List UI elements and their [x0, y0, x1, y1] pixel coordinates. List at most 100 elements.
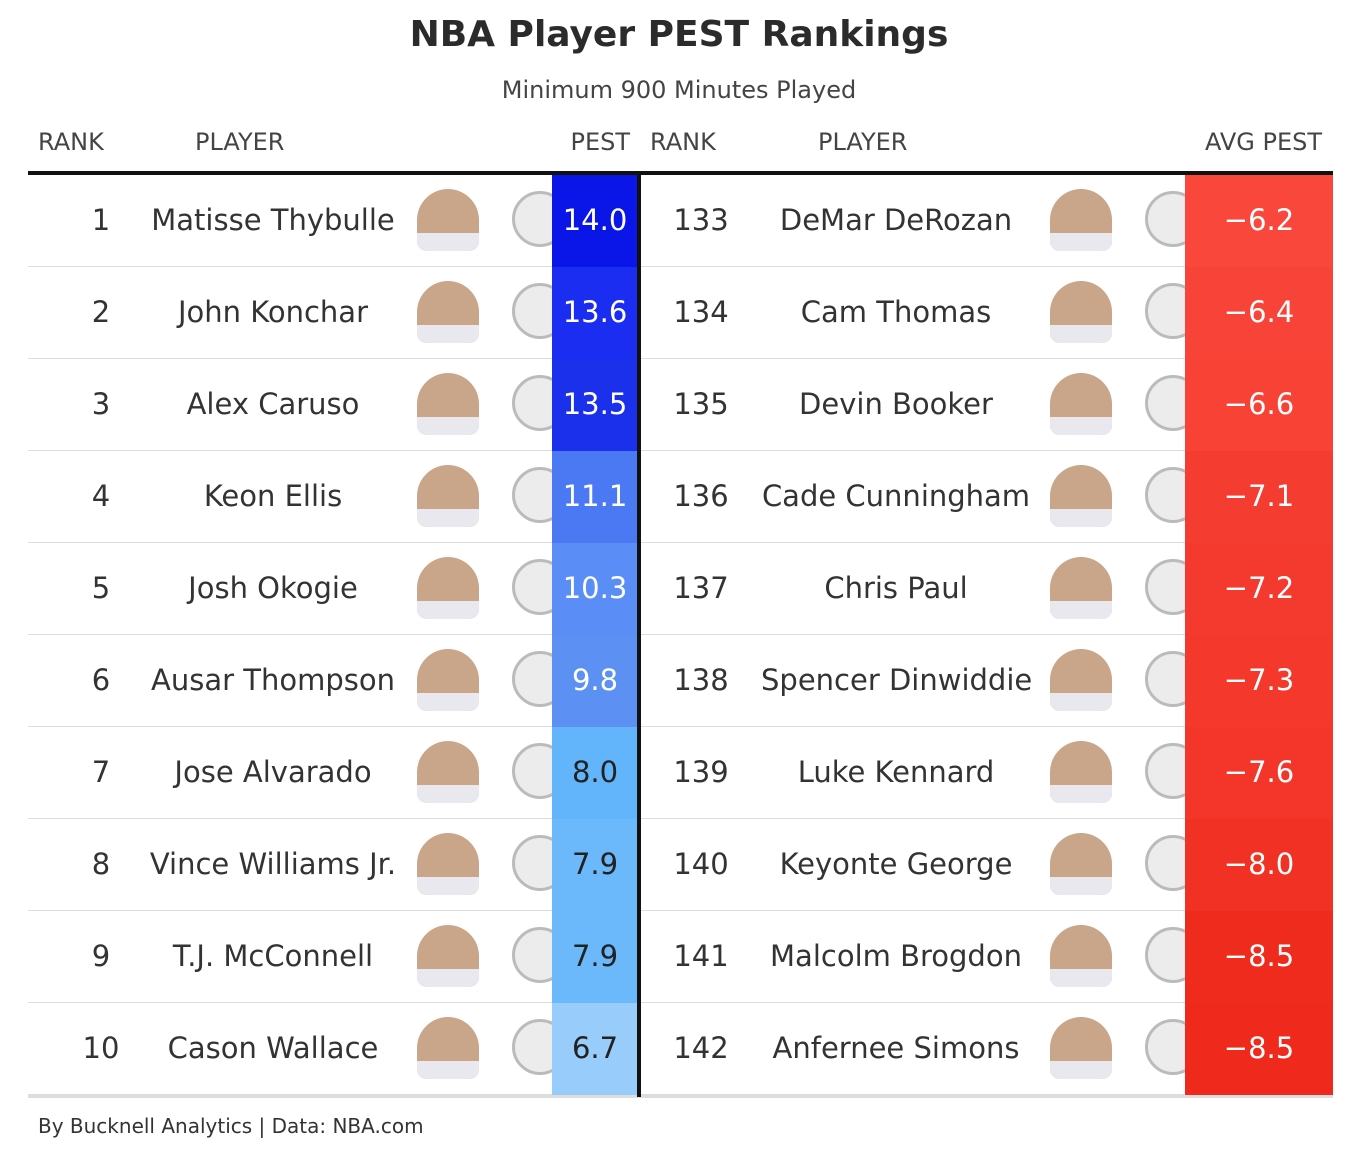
player-name: Vince Williams Jr.	[149, 847, 397, 881]
table-row: 10 Cason Wallace 6.7 142 Anfernee Simons −8.5	[28, 1003, 1333, 1095]
rank: 142	[673, 1031, 729, 1065]
player-photo	[1050, 925, 1112, 987]
player-name: Keyonte George	[779, 847, 1013, 881]
rank: 10	[82, 1031, 120, 1065]
player-photo	[1050, 373, 1112, 435]
table-row: 2 John Konchar 13.6 134 Cam Thomas −6.4	[28, 267, 1333, 359]
rank: 137	[673, 571, 729, 605]
subtitle: Minimum 900 Minutes Played	[501, 76, 857, 104]
rank: 139	[673, 755, 729, 789]
table-row: 4 Keon Ellis 11.1 136 Cade Cunningham −7.1	[28, 451, 1333, 543]
player-name: Cade Cunningham	[761, 479, 1031, 513]
player-photo	[1050, 557, 1112, 619]
pest-value: 8.0	[552, 727, 638, 819]
rank: 8	[91, 847, 111, 881]
rank: 140	[673, 847, 729, 881]
rank: 136	[673, 479, 729, 513]
pest-value: 7.9	[552, 819, 638, 911]
player-photo	[1050, 833, 1112, 895]
player-photo	[417, 281, 479, 343]
player-photo	[1050, 1017, 1112, 1079]
player-name: Chris Paul	[824, 571, 968, 605]
player-photo	[417, 741, 479, 803]
pest-value: −6.2	[1185, 175, 1333, 267]
pest-value: 13.6	[552, 267, 638, 359]
pest-value: −7.2	[1185, 543, 1333, 635]
divider	[637, 175, 641, 1097]
pest-value: −6.4	[1185, 267, 1333, 359]
column-header: PLAYER	[818, 128, 908, 156]
pest-value: −7.3	[1185, 635, 1333, 727]
player-photo	[417, 465, 479, 527]
player-photo	[1050, 465, 1112, 527]
rank: 1	[91, 203, 111, 237]
column-header: RANK	[38, 128, 104, 156]
rank: 138	[673, 663, 729, 697]
pest-value: 9.8	[552, 635, 638, 727]
player-name: John Konchar	[178, 295, 368, 329]
player-name: Cason Wallace	[167, 1031, 379, 1065]
player-name: Luke Kennard	[797, 755, 995, 789]
player-photo	[417, 373, 479, 435]
player-name: Ausar Thompson	[151, 663, 395, 697]
table-row: 6 Ausar Thompson 9.8 138 Spencer Dinwiddie −7…	[28, 635, 1333, 727]
player-name: Cam Thomas	[800, 295, 992, 329]
rank: 6	[91, 663, 111, 697]
table-row: 1 Matisse Thybulle 14.0 133 DeMar DeRozan −6.…	[28, 175, 1333, 267]
rank: 133	[673, 203, 729, 237]
player-photo	[1050, 281, 1112, 343]
player-photo	[1050, 189, 1112, 251]
pest-value: −7.1	[1185, 451, 1333, 543]
rank: 2	[91, 295, 111, 329]
rank: 134	[673, 295, 729, 329]
bottom-rule	[28, 1095, 1333, 1098]
header-rule	[28, 171, 1333, 175]
player-name: Anfernee Simons	[772, 1031, 1020, 1065]
pest-value: 10.3	[552, 543, 638, 635]
player-photo	[417, 189, 479, 251]
pest-value: −8.0	[1185, 819, 1333, 911]
pest-value: −8.5	[1185, 911, 1333, 1003]
rank: 3	[91, 387, 111, 421]
player-photo	[417, 1017, 479, 1079]
table-row: 3 Alex Caruso 13.5 135 Devin Booker −6.6	[28, 359, 1333, 451]
player-name: Devin Booker	[799, 387, 993, 421]
rank: 141	[673, 939, 729, 973]
rank: 135	[673, 387, 729, 421]
pest-value: 14.0	[552, 175, 638, 267]
rank: 7	[91, 755, 111, 789]
pest-value: 11.1	[552, 451, 638, 543]
pest-value: −7.6	[1185, 727, 1333, 819]
column-header: PEST	[570, 128, 630, 156]
player-photo	[1050, 741, 1112, 803]
player-name: Spencer Dinwiddie	[761, 663, 1033, 697]
player-name: T.J. McConnell	[172, 939, 374, 973]
table-row: 7 Jose Alvarado 8.0 139 Luke Kennard −7.6	[28, 727, 1333, 819]
column-header: RANK	[650, 128, 716, 156]
table-row: 9 T.J. McConnell 7.9 141 Malcolm Brogdon −8.5	[28, 911, 1333, 1003]
player-name: Josh Okogie	[188, 571, 358, 605]
player-name: Alex Caruso	[186, 387, 360, 421]
column-header: AVG PEST	[1204, 128, 1322, 156]
pest-value: −8.5	[1185, 1003, 1333, 1095]
footer: By Bucknell Analytics | Data: NBA.com	[38, 1114, 424, 1138]
column-header: PLAYER	[195, 128, 285, 156]
pest-value: 7.9	[552, 911, 638, 1003]
player-photo	[417, 649, 479, 711]
player-name: DeMar DeRozan	[779, 203, 1013, 237]
pest-value: 6.7	[552, 1003, 638, 1095]
player-name: Malcolm Brogdon	[770, 939, 1022, 973]
rank: 5	[91, 571, 111, 605]
player-name: Jose Alvarado	[174, 755, 372, 789]
table-row: 8 Vince Williams Jr. 7.9 140 Keyonte George −…	[28, 819, 1333, 911]
player-photo	[417, 557, 479, 619]
pest-value: −6.6	[1185, 359, 1333, 451]
player-photo	[417, 833, 479, 895]
player-photo	[417, 925, 479, 987]
player-photo	[1050, 649, 1112, 711]
pest-value: 13.5	[552, 359, 638, 451]
table-row: 5 Josh Okogie 10.3 137 Chris Paul −7.2	[28, 543, 1333, 635]
rank: 9	[91, 939, 111, 973]
title: NBA Player PEST Rankings	[409, 14, 949, 55]
